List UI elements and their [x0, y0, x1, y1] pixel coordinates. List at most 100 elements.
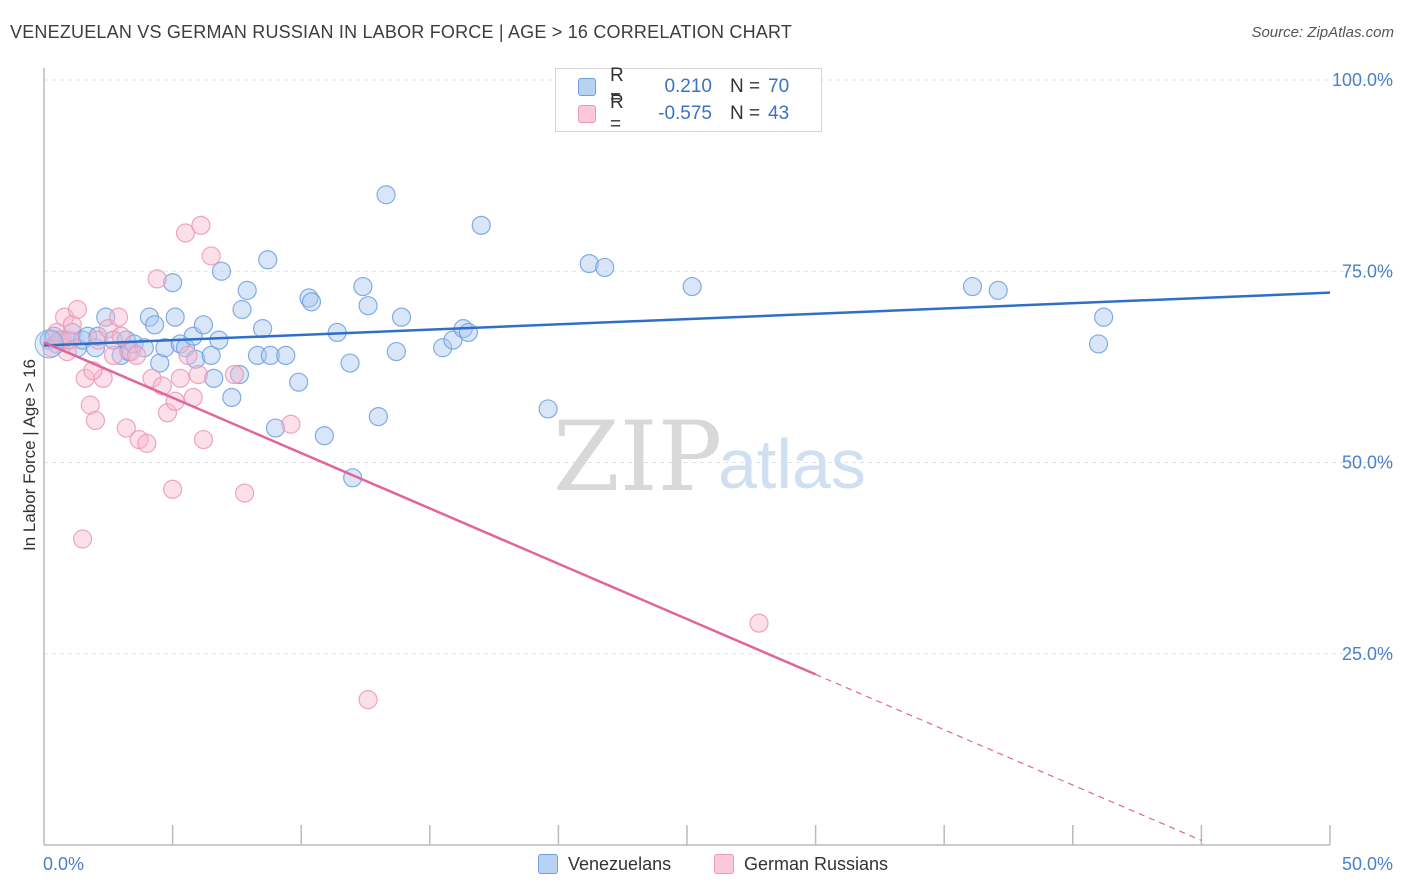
german-russian-point	[358, 690, 378, 710]
n-value: 70	[768, 76, 790, 97]
german-russian-point	[201, 246, 221, 266]
venezuelan-point	[538, 399, 558, 419]
venezuelan-point	[1088, 334, 1109, 354]
venezuelan-point	[368, 407, 388, 427]
venezuelan-point	[155, 338, 175, 358]
venezuelan-point	[386, 341, 406, 362]
venezuelan-point	[988, 280, 1008, 300]
german-russian-point	[103, 345, 124, 365]
venezuelan-point	[144, 315, 165, 335]
legend-label-german-russians: German Russians	[744, 853, 889, 874]
watermark-zip: ZIP	[553, 401, 722, 513]
venezuelan-point	[253, 319, 273, 339]
x-tick-label: 50.0%	[1342, 854, 1393, 874]
venezuelan-point	[237, 280, 257, 300]
german-russian-point	[188, 364, 208, 385]
venezuelan-point	[353, 276, 373, 297]
german-russian-point	[147, 269, 167, 289]
german-russians-trend-extension	[815, 673, 1202, 841]
german-russian-point	[116, 418, 136, 438]
venezuelan-point	[458, 322, 478, 343]
german-russian-point	[126, 345, 147, 365]
venezuelan-point	[595, 257, 615, 278]
german-russian-point	[157, 403, 178, 423]
y-tick-label: 50.0%	[1342, 453, 1393, 473]
german-russian-point	[281, 414, 301, 434]
r-label: R =	[610, 92, 624, 135]
venezuelan-point	[579, 254, 599, 274]
german-russian-point	[170, 368, 190, 388]
german-russian-point	[67, 299, 88, 320]
german-russian-point	[142, 368, 162, 388]
y-tick-label: 25.0%	[1342, 644, 1393, 664]
venezuelan-point	[314, 426, 334, 446]
venezuelan-point	[232, 299, 252, 320]
venezuelan-point	[962, 276, 983, 297]
german-russians-trend-line	[43, 341, 817, 676]
german-russian-point	[193, 429, 214, 450]
gridlines	[44, 79, 1392, 655]
venezuelan-point	[201, 345, 221, 365]
venezuelans-trend-line	[43, 291, 1331, 347]
german-russian-point	[111, 326, 131, 346]
n-label: N =	[730, 103, 761, 124]
trend-lines	[43, 291, 1331, 841]
venezuelan-point	[211, 261, 232, 281]
german-russian-point	[749, 613, 769, 633]
german-russian-point	[178, 345, 198, 365]
data-points	[34, 185, 1114, 710]
venezuelan-point	[433, 338, 453, 358]
legend-label-venezuelans: Venezuelans	[568, 853, 672, 874]
venezuelan-point	[163, 273, 183, 293]
venezuelan-point	[165, 307, 185, 327]
venezuelan-point	[682, 276, 702, 297]
german-russian-point	[235, 483, 255, 503]
chart-title: VENEZUELAN VS GERMAN RUSSIAN IN LABOR FO…	[10, 22, 793, 42]
y-tick-label: 100.0%	[1332, 70, 1393, 90]
german-russian-point	[85, 410, 106, 431]
legend-item-venezuelans[interactable]: Venezuelans	[538, 851, 671, 877]
german-russian-point	[80, 395, 100, 415]
german-russian-point	[191, 215, 211, 235]
source-credit: Source: ZipAtlas.com	[1251, 24, 1394, 41]
german-russian-point	[224, 364, 244, 385]
venezuelan-point	[358, 296, 378, 316]
venezuelan-point	[260, 345, 280, 365]
german-russians-legend-icon	[714, 854, 734, 874]
german-russian-point	[108, 307, 129, 327]
stats-legend: R = 0.210 N = 70 R = -0.575 N = 43	[555, 65, 822, 135]
venezuelan-point	[204, 368, 224, 388]
venezuelans-swatch-icon	[578, 78, 596, 96]
venezuelan-point	[150, 353, 170, 373]
venezuelan-point	[134, 338, 154, 358]
x-tick-label: 0.0%	[43, 854, 84, 874]
n-value: 43	[768, 103, 790, 124]
venezuelans-legend-icon	[538, 854, 558, 874]
venezuelan-point	[340, 353, 360, 373]
venezuelan-point	[376, 185, 396, 205]
axes	[43, 68, 1331, 846]
venezuelan-point	[78, 326, 98, 346]
r-value: 0.210	[664, 76, 712, 97]
y-axis-label: In Labor Force | Age > 16	[20, 359, 39, 551]
german-russian-point	[175, 223, 196, 243]
tick-labels: 25.0% 50.0% 75.0% 100.0% 0.0% 50.0%	[43, 70, 1393, 874]
n-label: N =	[730, 76, 761, 97]
legend-item-german-russians[interactable]: German Russians	[714, 851, 888, 877]
venezuelan-point	[391, 307, 412, 327]
venezuelan-point	[289, 372, 309, 392]
german-russians-swatch-icon	[578, 105, 596, 123]
r-value: -0.575	[658, 103, 712, 124]
venezuelan-point	[229, 364, 250, 385]
venezuelan-point	[265, 418, 286, 438]
venezuelan-point	[258, 250, 278, 270]
venezuelan-point	[222, 387, 242, 408]
german-russian-point	[163, 479, 183, 499]
venezuelan-point	[193, 315, 214, 335]
german-russian-point	[93, 368, 113, 388]
venezuelan-point	[1094, 307, 1114, 327]
legend-row-venezuelans: R = 0.210 N = 70	[578, 65, 790, 108]
venezuelan-point	[301, 292, 322, 312]
venezuelan-point	[209, 330, 229, 350]
